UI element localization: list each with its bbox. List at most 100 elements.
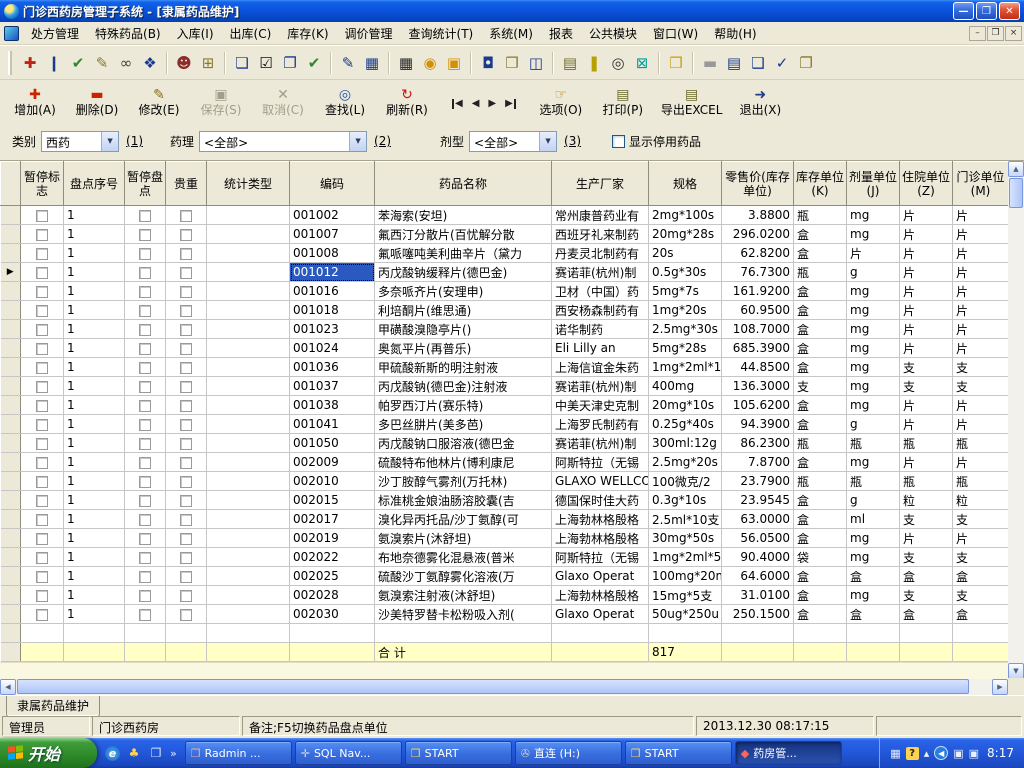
unit-m-cell[interactable]: 瓶 (952, 471, 1008, 491)
unit-j-cell[interactable]: mg (846, 528, 900, 548)
price-cell[interactable]: 23.9545 (721, 490, 794, 510)
stat-type-cell[interactable] (206, 281, 290, 301)
seq-cell[interactable]: 1 (63, 300, 125, 320)
checkbox-cell[interactable] (165, 395, 207, 415)
trash-icon[interactable]: ◘ (482, 53, 494, 72)
seq-cell[interactable]: 1 (63, 452, 125, 472)
name-cell[interactable]: 沙美特罗替卡松粉吸入剂( (374, 604, 552, 624)
price-cell[interactable]: 108.7000 (721, 319, 794, 339)
stat-type-cell[interactable] (206, 452, 290, 472)
seq-cell[interactable]: 1 (63, 528, 125, 548)
checkbox-cell[interactable] (124, 604, 166, 624)
row-checkbox[interactable] (36, 399, 48, 412)
maker-cell[interactable]: 上海勃林格殷格 (551, 509, 649, 529)
page-check-icon[interactable]: ✓ (775, 53, 789, 72)
spec-cell[interactable]: 20mg*28s (648, 224, 722, 244)
unit-j-cell[interactable]: mg (846, 585, 900, 605)
price-cell[interactable]: 31.0100 (721, 585, 794, 605)
maker-cell[interactable]: 常州康普药业有 (551, 205, 649, 225)
maker-cell[interactable]: 卫材（中国）药 (551, 281, 649, 301)
unit-z-cell[interactable]: 支 (899, 357, 953, 377)
checkbox-cell[interactable] (20, 585, 64, 605)
spec-cell[interactable]: 2.5ml*10支 (648, 509, 722, 529)
row-checkbox[interactable] (139, 247, 151, 260)
checkbox-cell[interactable] (20, 262, 64, 282)
maker-cell[interactable]: 赛诺菲(杭州)制 (551, 433, 649, 453)
menu-item-11[interactable]: 帮助(H) (714, 26, 757, 41)
show-disabled-checkbox[interactable] (612, 134, 626, 148)
unit-k-cell[interactable]: 盒 (793, 338, 847, 358)
row-checkbox[interactable] (139, 589, 151, 602)
row-checkbox[interactable] (180, 494, 192, 507)
name-cell[interactable]: 多奈哌齐片(安理申) (374, 281, 552, 301)
name-cell[interactable]: 硫酸特布他林片(博利康尼 (374, 452, 552, 472)
unit-z-cell[interactable]: 片 (899, 224, 953, 244)
code-cell[interactable]: 001012 (289, 262, 375, 282)
checkbox-cell[interactable] (20, 471, 64, 491)
spec-cell[interactable]: 20s (648, 243, 722, 263)
horizontal-scrollbar[interactable]: ◀ ▶ (0, 678, 1024, 695)
seq-cell[interactable]: 1 (63, 604, 125, 624)
row-checkbox[interactable] (139, 456, 151, 469)
column-header-5[interactable]: 编码 (289, 161, 375, 206)
maker-cell[interactable]: Glaxo Operat (551, 566, 649, 586)
row-checkbox[interactable] (36, 380, 48, 393)
code-cell[interactable]: 001023 (289, 319, 375, 339)
options-button[interactable]: ☞ 选项(O) (530, 82, 592, 122)
price-cell[interactable]: 250.1500 (721, 604, 794, 624)
checkbox-cell[interactable] (124, 262, 166, 282)
code-cell[interactable]: 001050 (289, 433, 375, 453)
nav-prev-button[interactable]: ◀ (471, 98, 480, 109)
spec-cell[interactable]: 5mg*7s (648, 281, 722, 301)
unit-m-cell[interactable]: 片 (952, 452, 1008, 472)
package-icon[interactable]: ▣ (446, 53, 462, 72)
code-cell[interactable]: 002017 (289, 509, 375, 529)
find-button[interactable]: ◎ 查找(L) (314, 82, 376, 122)
code-cell[interactable]: 001018 (289, 300, 375, 320)
checkbox-cell[interactable] (20, 452, 64, 472)
menu-item-5[interactable]: 调价管理 (344, 26, 393, 41)
code-cell[interactable]: 002015 (289, 490, 375, 510)
row-checkbox[interactable] (36, 513, 48, 526)
unit-m-cell[interactable]: 片 (952, 528, 1008, 548)
price-cell[interactable]: 136.3000 (721, 376, 794, 396)
unit-j-cell[interactable]: g (846, 490, 900, 510)
name-cell[interactable]: 丙戊酸钠口服溶液(德巴金 (374, 433, 552, 453)
seq-cell[interactable]: 1 (63, 281, 125, 301)
seq-cell[interactable]: 1 (63, 566, 125, 586)
row-checkbox[interactable] (36, 209, 48, 222)
unit-m-cell[interactable]: 片 (952, 319, 1008, 339)
checkbox-cell[interactable] (20, 509, 64, 529)
code-cell[interactable]: 002009 (289, 452, 375, 472)
row-checkbox[interactable] (36, 304, 48, 317)
chevron-down-icon[interactable]: ▼ (539, 131, 557, 151)
row-checkbox[interactable] (180, 513, 192, 526)
checkbox-cell[interactable] (20, 338, 64, 358)
seq-cell[interactable]: 1 (63, 585, 125, 605)
row-checkbox[interactable] (139, 437, 151, 450)
maker-cell[interactable]: 赛诺菲(杭州)制 (551, 376, 649, 396)
unit-z-cell[interactable]: 片 (899, 395, 953, 415)
unit-z-cell[interactable]: 支 (899, 376, 953, 396)
spec-cell[interactable]: 1mg*2ml*5 (648, 547, 722, 567)
vertical-scroll-thumb[interactable] (1009, 178, 1023, 208)
delete-button[interactable]: ▬ 删除(D) (66, 82, 128, 122)
column-header-6[interactable]: 药品名称 (374, 161, 552, 206)
unit-m-cell[interactable]: 片 (952, 243, 1008, 263)
name-cell[interactable]: 丙戊酸钠缓释片(德巴金) (374, 262, 552, 282)
row-checkbox[interactable] (180, 380, 192, 393)
unit-m-cell[interactable]: 支 (952, 376, 1008, 396)
code-cell[interactable]: 002019 (289, 528, 375, 548)
restore-button[interactable]: ❐ (976, 2, 997, 20)
unit-j-cell[interactable]: mg (846, 452, 900, 472)
unit-m-cell[interactable]: 片 (952, 262, 1008, 282)
minimize-button[interactable]: — (953, 2, 974, 20)
name-cell[interactable]: 甲磺酸溴隐亭片() (374, 319, 552, 339)
spec-cell[interactable]: 2.5mg*30s (648, 319, 722, 339)
unit-j-cell[interactable]: mg (846, 319, 900, 339)
unit-j-cell[interactable]: ml (846, 509, 900, 529)
unit-m-cell[interactable]: 支 (952, 509, 1008, 529)
checkbox-cell[interactable] (124, 338, 166, 358)
unit-m-cell[interactable]: 支 (952, 585, 1008, 605)
unit-m-cell[interactable]: 盒 (952, 604, 1008, 624)
